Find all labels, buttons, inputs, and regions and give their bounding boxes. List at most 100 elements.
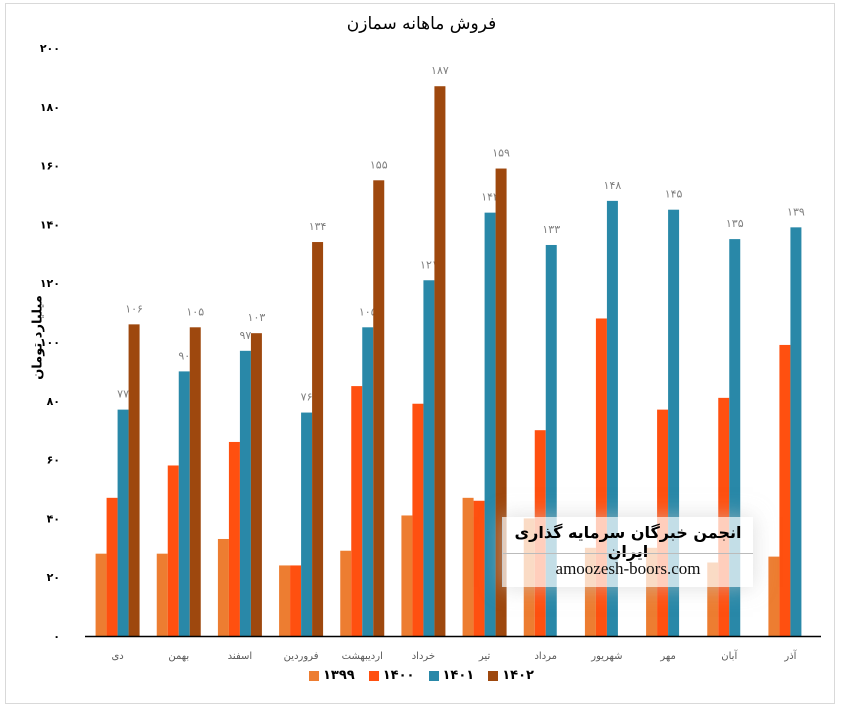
x-tick-label: تیر (478, 651, 491, 662)
bar (362, 327, 374, 636)
y-tick-label: ۸۰ (47, 395, 60, 408)
data-label: ۱۰۶ (125, 302, 143, 315)
chart-title: فروش ماهانه سمازن (346, 14, 497, 34)
bar (434, 86, 446, 637)
bar (167, 465, 179, 636)
bar (484, 212, 496, 636)
x-tick-label: فروردین (284, 651, 319, 662)
y-tick-label: ۱۴۰ (40, 218, 60, 231)
watermark: انجمن خبرگان سرمایه گذاری ایران amoozesh… (502, 517, 753, 587)
data-label: ۱۳۴ (309, 220, 327, 233)
data-label: ۷۷ (117, 388, 129, 401)
y-tick-label: ۲۰ (47, 571, 60, 584)
data-label: ۱۰۳ (248, 311, 266, 324)
legend-swatch (428, 670, 439, 681)
bar (217, 538, 229, 636)
data-label: ۱۴۸ (604, 179, 622, 192)
y-tick-label: ۰ (53, 630, 60, 643)
data-label: ۱۰۵ (186, 305, 204, 318)
watermark-url: amoozesh-boors.com (555, 559, 701, 578)
data-label: ۱۴۴ (481, 191, 499, 204)
bar (156, 553, 168, 636)
data-label: ۱۲۱ (420, 258, 438, 271)
legend-label: ۱۴۰۰ (382, 668, 415, 683)
bar (95, 553, 107, 636)
x-tick-label: اسفند (228, 651, 252, 662)
legend-label: ۱۴۰۱ (442, 668, 475, 683)
bar (545, 244, 557, 637)
bar (595, 318, 607, 636)
legend-swatch (309, 670, 319, 681)
data-label: ۱۳۹ (787, 205, 805, 218)
bar (779, 344, 791, 636)
bar (279, 565, 291, 636)
x-tick-label: دی (111, 651, 123, 662)
x-tick-label: خرداد (412, 651, 435, 662)
data-label: ۷۶ (301, 391, 313, 404)
y-tick-label: ۴۰ (47, 512, 60, 525)
x-tick-label: شهریور (590, 651, 622, 662)
legend-swatch (368, 670, 379, 681)
bar (401, 515, 413, 636)
bar (290, 565, 302, 636)
legend-label: ۱۴۰۲ (502, 668, 534, 683)
data-label: ۱۴۵ (665, 188, 683, 201)
bar (768, 556, 780, 636)
watermark-divider (503, 553, 753, 554)
legend-item: ۱۴۰۱ (428, 668, 475, 683)
bar (412, 403, 424, 636)
bar (729, 239, 741, 636)
bar (668, 209, 680, 636)
data-label: ۱۳۳ (542, 223, 560, 236)
bar (462, 497, 474, 636)
x-tick-label: بهمن (168, 651, 189, 662)
data-label: ۹۷ (240, 329, 252, 342)
data-label: ۹۰ (178, 349, 190, 362)
x-tick-label: آذر (783, 649, 797, 662)
bar (178, 371, 190, 636)
y-tick-label: ۱۶۰ (40, 160, 60, 173)
bar (646, 547, 658, 636)
bar (351, 386, 363, 636)
bar (250, 333, 262, 636)
legend-item: ۱۴۰۰ (368, 668, 415, 683)
bar (790, 227, 802, 636)
bar (473, 500, 485, 636)
legend: ۱۳۹۹ ۱۴۰۰ ۱۴۰۱ ۱۴۰۲ (0, 668, 843, 683)
bar (117, 409, 129, 636)
data-label: ۱۵۵ (370, 158, 388, 171)
legend-swatch (488, 670, 499, 681)
x-tick-label: مرداد (534, 651, 557, 662)
bar (584, 547, 596, 636)
data-label: ۱۸۷ (431, 64, 449, 77)
watermark-title: انجمن خبرگان سرمایه گذاری ایران (514, 523, 742, 561)
bar (707, 562, 719, 636)
legend-item: ۱۳۹۹ (309, 668, 355, 683)
data-label: ۱۳۵ (726, 217, 744, 230)
bar (423, 280, 435, 636)
y-tick-label: ۲۰۰ (40, 42, 60, 55)
x-tick-label: اردیبهشت (342, 651, 383, 662)
chart-frame (5, 3, 835, 704)
bar (301, 412, 313, 636)
bar (373, 180, 385, 637)
bar (495, 168, 507, 637)
bar (189, 327, 201, 636)
y-tick-label: ۱۰۰ (40, 336, 60, 349)
bar (718, 397, 730, 636)
x-tick-label: مهر (659, 651, 675, 662)
data-label: ۱۰۵ (359, 305, 377, 318)
x-tick-label: آبان (721, 649, 738, 662)
legend-label: ۱۳۹۹ (323, 668, 355, 683)
y-tick-label: ۱۲۰ (40, 277, 60, 290)
bar (228, 441, 240, 636)
bar (312, 242, 324, 637)
data-label: ۱۵۹ (492, 147, 510, 160)
legend-item: ۱۴۰۲ (488, 668, 534, 683)
bar (340, 550, 352, 636)
y-tick-label: ۶۰ (47, 454, 60, 467)
y-tick-label: ۱۸۰ (40, 101, 60, 114)
bar (239, 350, 251, 636)
bar (106, 497, 118, 636)
